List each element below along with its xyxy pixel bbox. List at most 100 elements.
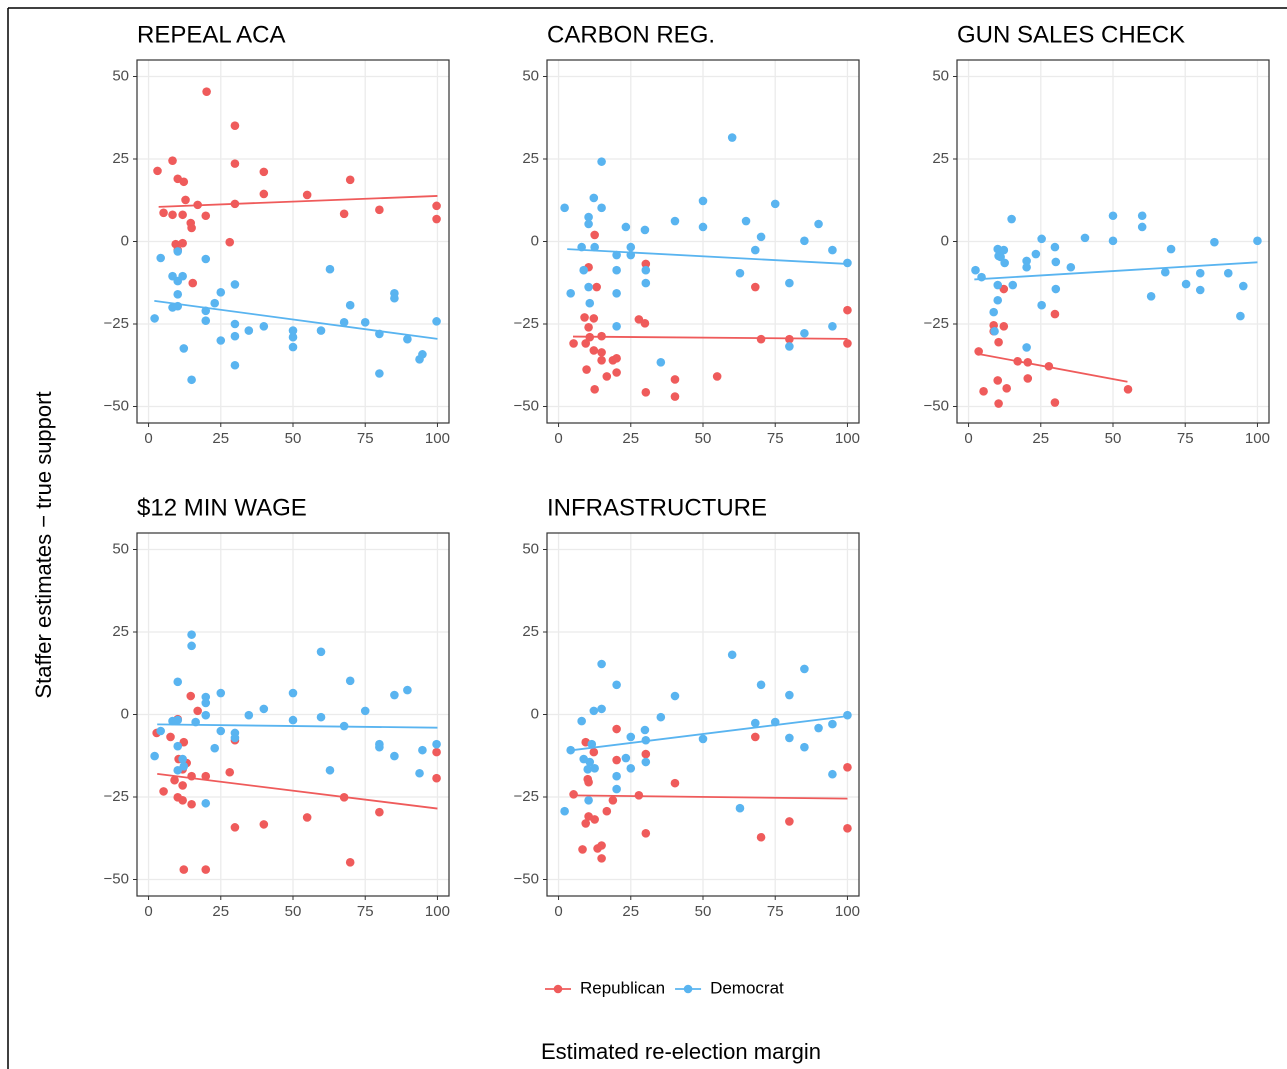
x-tick-label: 100 <box>1245 430 1270 447</box>
point <box>602 806 612 816</box>
point <box>201 865 211 874</box>
y-tick-label: 50 <box>932 67 949 84</box>
point <box>1223 268 1233 278</box>
point <box>989 307 998 317</box>
point <box>201 698 211 708</box>
point <box>1031 249 1041 259</box>
point <box>584 777 593 787</box>
trend-line <box>572 794 848 800</box>
panel: GUN SALES CHECK −50 −25 0 25 50 0 25 50 75 100 <box>924 21 1270 447</box>
point <box>186 691 196 701</box>
point <box>590 763 599 773</box>
point <box>621 222 631 232</box>
panel-border <box>136 532 450 897</box>
point <box>230 319 240 329</box>
point <box>977 272 986 282</box>
point <box>390 751 399 761</box>
point <box>403 685 412 695</box>
point <box>843 710 852 720</box>
point <box>735 803 745 813</box>
point <box>626 763 636 773</box>
point <box>626 242 636 252</box>
point <box>592 282 601 292</box>
point <box>179 865 189 874</box>
panel: CARBON REG. −50 −25 0 25 50 0 25 50 75 100 <box>514 21 860 447</box>
trend-line <box>158 195 438 208</box>
point <box>670 375 680 384</box>
point <box>641 388 651 397</box>
point <box>1023 374 1033 383</box>
point <box>589 747 599 757</box>
y-tick-label: 0 <box>121 232 129 249</box>
point <box>390 690 399 700</box>
point <box>612 322 621 331</box>
point <box>585 298 595 308</box>
y-tick-label: −25 <box>104 315 129 332</box>
point <box>579 265 588 275</box>
point <box>415 768 424 778</box>
point <box>159 787 168 796</box>
panel-title: REPEAL ACA <box>137 21 286 48</box>
trend-line <box>567 248 848 265</box>
x-tick-label: 75 <box>357 903 374 920</box>
point <box>582 365 591 374</box>
point <box>641 259 651 269</box>
point <box>656 712 666 722</box>
point <box>698 734 708 744</box>
point <box>201 692 211 702</box>
y-tick-label: 50 <box>522 67 539 84</box>
point <box>698 222 708 232</box>
point <box>994 337 1003 347</box>
point <box>569 790 578 799</box>
point <box>1181 279 1191 289</box>
point <box>597 841 606 850</box>
point <box>216 336 226 345</box>
point <box>288 715 298 725</box>
y-tick-label: −50 <box>514 870 539 887</box>
point <box>225 767 235 777</box>
point <box>843 305 852 315</box>
point <box>1007 214 1016 224</box>
point <box>178 210 187 220</box>
point <box>597 203 606 213</box>
point <box>640 725 650 735</box>
point <box>589 706 599 716</box>
point <box>173 741 183 751</box>
point <box>225 237 235 247</box>
point <box>785 690 794 700</box>
x-tick-label: 100 <box>425 430 450 447</box>
point <box>179 762 189 771</box>
point <box>1166 244 1176 254</box>
point <box>670 691 680 701</box>
point <box>750 718 760 728</box>
trend-line <box>974 261 1258 281</box>
point <box>612 680 621 690</box>
point <box>201 798 211 808</box>
point <box>670 778 680 788</box>
point <box>259 704 269 714</box>
x-axis-title: Estimated re-election margin <box>541 1039 821 1064</box>
point <box>756 832 766 842</box>
point <box>201 710 211 720</box>
point <box>230 121 240 130</box>
point <box>210 298 220 308</box>
point <box>159 208 168 218</box>
point <box>187 223 196 233</box>
point <box>590 815 599 824</box>
point <box>179 177 189 187</box>
point <box>325 765 335 775</box>
point <box>1022 262 1031 272</box>
point <box>1051 257 1061 267</box>
trend-line <box>157 723 438 729</box>
y-tick-label: 25 <box>932 150 949 167</box>
point <box>1080 233 1090 243</box>
point <box>587 739 597 749</box>
point <box>990 326 999 336</box>
point <box>316 647 326 657</box>
point <box>750 732 760 742</box>
point <box>1123 385 1133 394</box>
point <box>259 820 269 829</box>
point <box>173 765 183 775</box>
point <box>580 313 589 322</box>
